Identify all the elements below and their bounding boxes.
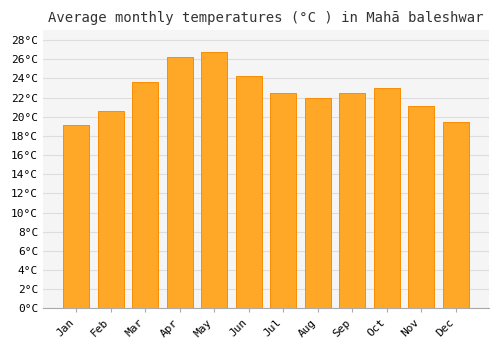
- Bar: [339, 93, 365, 308]
- Title: Average monthly temperatures (°C ) in Mahā baleshwar: Average monthly temperatures (°C ) in Ma…: [48, 11, 484, 25]
- Bar: [408, 106, 434, 308]
- Bar: [270, 93, 296, 308]
- Bar: [63, 125, 89, 308]
- Bar: [442, 121, 468, 308]
- Bar: [374, 88, 400, 308]
- Bar: [304, 98, 330, 308]
- Bar: [132, 82, 158, 308]
- Bar: [98, 111, 124, 308]
- Bar: [236, 76, 262, 308]
- Bar: [201, 52, 227, 308]
- Bar: [166, 57, 192, 308]
